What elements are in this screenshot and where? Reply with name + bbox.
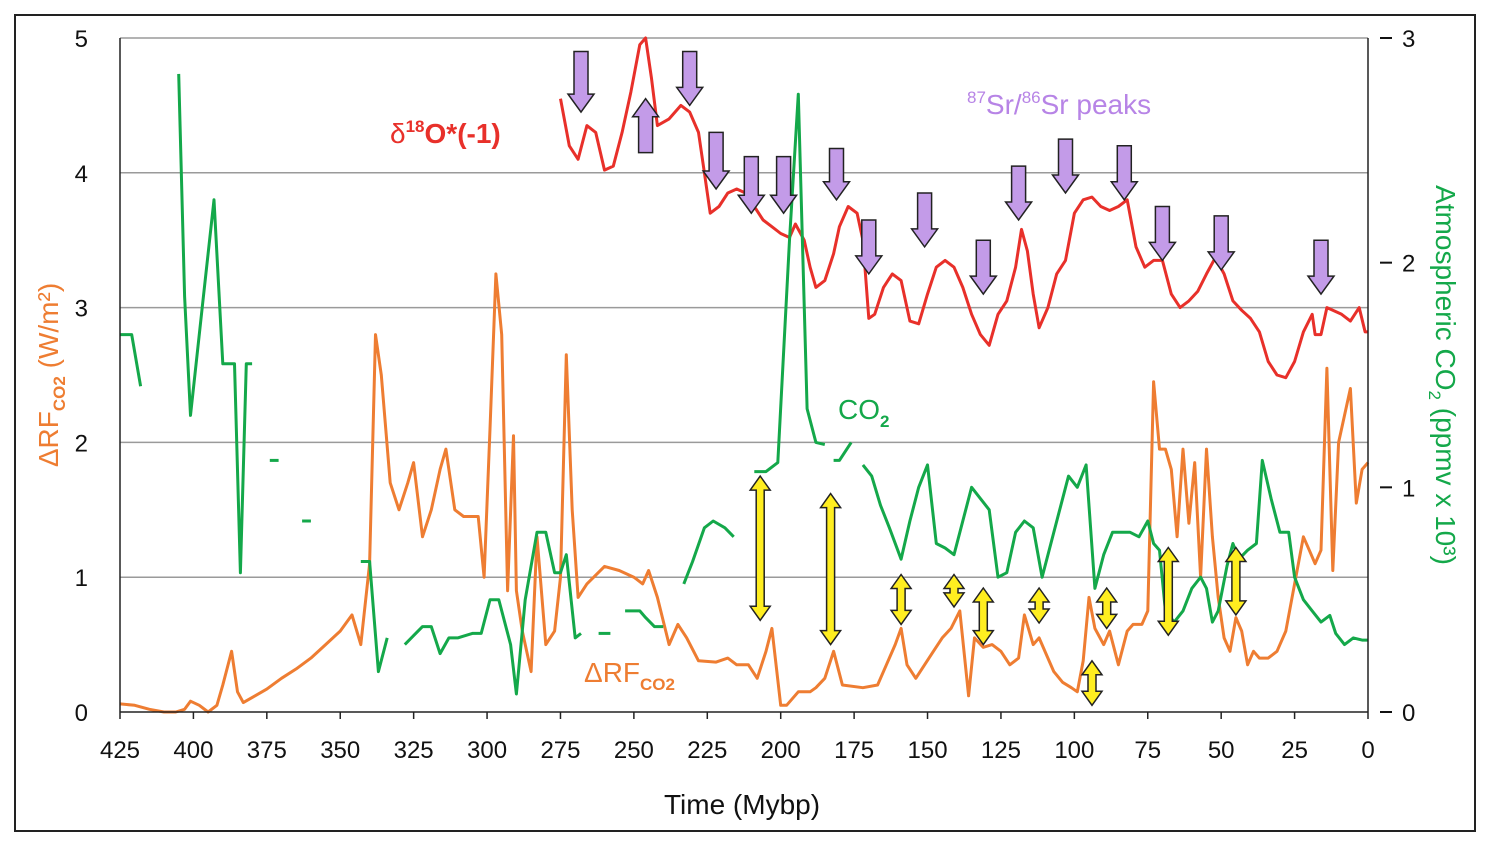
x-tick-label: 125 xyxy=(981,737,1021,764)
co2-series-line xyxy=(403,530,582,696)
x-tick-label: 75 xyxy=(1134,737,1161,764)
right-axis-label: Atmospheric CO2 (ppmv x 10³) xyxy=(1425,185,1461,565)
rf-series-line xyxy=(119,272,1370,714)
x-tick-label: 225 xyxy=(687,737,727,764)
x-tick-label: 400 xyxy=(173,737,213,764)
sr-peak-arrow xyxy=(1109,145,1139,202)
sr-peak-arrow xyxy=(1004,165,1034,222)
co2-rf-double-arrow xyxy=(819,492,843,646)
rf-series-label: ΔRFCO2 xyxy=(584,657,675,694)
co2-series-line xyxy=(360,560,389,674)
co2-rf-double-arrow xyxy=(942,573,966,609)
sr-peak-arrow xyxy=(968,239,998,296)
sr-peak-arrow xyxy=(1051,138,1080,195)
right-tick-label: 2 xyxy=(1402,251,1415,278)
sr-peak-arrow xyxy=(736,155,766,215)
left-tick-label: 0 xyxy=(75,700,88,727)
co2-series-line xyxy=(177,73,253,575)
x-tick-label: 275 xyxy=(540,737,580,764)
co2-rf-double-arrow xyxy=(1224,546,1248,617)
x-tick-label: 50 xyxy=(1208,737,1235,764)
x-tick-label: 300 xyxy=(467,737,507,764)
left-tick-label: 5 xyxy=(75,26,88,53)
co2-rf-double-arrow xyxy=(1080,659,1104,707)
co2-rf-double-arrow xyxy=(1156,546,1180,637)
x-tick-label: 350 xyxy=(320,737,360,764)
co2-series-line xyxy=(682,519,735,585)
sr-peak-arrow xyxy=(1206,215,1236,272)
co2-series-line xyxy=(833,441,853,462)
left-tick-label: 4 xyxy=(75,161,88,188)
sr-peak-arrow xyxy=(854,219,884,276)
co2-series-label: CO2 xyxy=(838,394,889,431)
sr-peak-arrow xyxy=(822,147,851,202)
left-tick-label: 2 xyxy=(75,430,88,457)
sr-peak-arrow xyxy=(631,97,661,154)
sr-peaks-label: 87Sr/86Sr peaks xyxy=(967,88,1151,120)
axis-layer: 425 400 375 350 325 300 275 250 225 200 175 150 125 1… xyxy=(75,26,1416,764)
sr-peak-arrow xyxy=(910,192,940,249)
co2-rf-double-arrow xyxy=(889,573,913,626)
series-layer xyxy=(119,36,1370,714)
sr-peak-arrow xyxy=(1306,239,1336,296)
sr-peak-arrow xyxy=(769,155,799,215)
right-tick-label: 1 xyxy=(1402,475,1415,502)
co2-series-line xyxy=(861,458,1368,647)
right-tick-label: 0 xyxy=(1402,700,1415,727)
right-tick-label: 3 xyxy=(1402,26,1415,53)
sr-peak-arrow xyxy=(675,50,705,107)
x-axis-label: Time (Mybp) xyxy=(664,789,820,820)
co2-rf-double-arrow xyxy=(748,474,772,622)
x-tick-label: 250 xyxy=(614,737,654,764)
d18o-series-label: δ18O*(-1) xyxy=(390,117,501,149)
co2-rf-double-arrow xyxy=(1027,586,1051,625)
co2-rf-double-arrow xyxy=(1095,586,1119,630)
x-tick-label: 200 xyxy=(761,737,801,764)
x-tick-label: 175 xyxy=(834,737,874,764)
co2-rf-double-arrow xyxy=(971,586,995,646)
left-axis-label: ΔRFCO2 (W/m²) xyxy=(33,283,69,467)
x-tick-label: 25 xyxy=(1281,737,1308,764)
sr-peak-arrow xyxy=(1147,205,1177,262)
x-tick-label: 425 xyxy=(100,737,140,764)
co2-series-line xyxy=(754,92,826,474)
x-tick-label: 100 xyxy=(1054,737,1094,764)
left-tick-label: 3 xyxy=(75,296,88,323)
left-tick-label: 1 xyxy=(75,565,88,592)
x-tick-label: 150 xyxy=(908,737,948,764)
sr-peak-arrow xyxy=(566,50,596,114)
sr-peak-arrow xyxy=(701,131,731,191)
co2-series-line xyxy=(120,333,143,387)
d18o-series-line xyxy=(559,36,1368,380)
co2-series-line xyxy=(625,609,664,629)
arrow-layer xyxy=(566,50,1336,707)
x-tick-label: 325 xyxy=(394,737,434,764)
x-tick-label: 375 xyxy=(247,737,287,764)
x-tick-label: 0 xyxy=(1361,737,1374,764)
